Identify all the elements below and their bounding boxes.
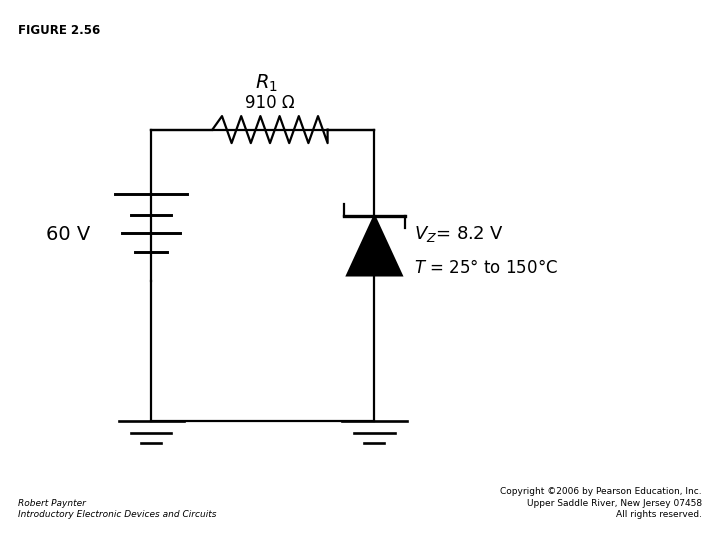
Text: Copyright ©2006 by Pearson Education, Inc.
Upper Saddle River, New Jersey 07458
: Copyright ©2006 by Pearson Education, In… — [500, 487, 702, 519]
Text: Robert Paynter
Introductory Electronic Devices and Circuits: Robert Paynter Introductory Electronic D… — [18, 498, 217, 519]
Text: 910 Ω: 910 Ω — [246, 93, 294, 112]
Text: $V_Z$= 8.2 V: $V_Z$= 8.2 V — [414, 224, 504, 244]
Text: $T$ = 25° to 150°C: $T$ = 25° to 150°C — [414, 259, 558, 278]
Polygon shape — [347, 216, 402, 275]
Text: 60 V: 60 V — [46, 225, 91, 245]
Text: $R_1$: $R_1$ — [255, 73, 278, 94]
Text: FIGURE 2.56: FIGURE 2.56 — [18, 24, 100, 37]
